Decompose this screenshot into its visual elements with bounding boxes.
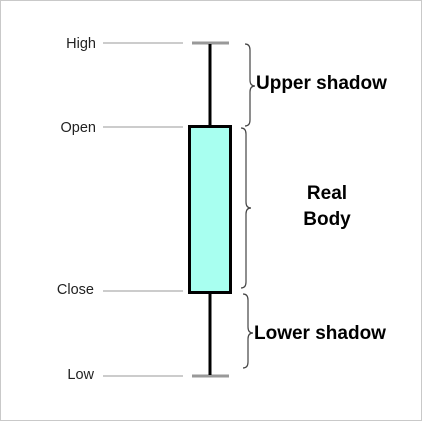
upper-shadow-brace bbox=[244, 43, 256, 127]
label-open: Open bbox=[61, 120, 96, 136]
real-body-label-line2: Body bbox=[303, 209, 351, 230]
real-body-label-line1: Real bbox=[307, 183, 347, 204]
lower-shadow-label: Lower shadow bbox=[254, 323, 386, 344]
real-body-brace bbox=[240, 127, 252, 289]
real-body-rect bbox=[188, 125, 232, 294]
label-low: Low bbox=[67, 367, 94, 383]
lower-shadow-brace bbox=[242, 293, 254, 369]
label-close: Close bbox=[57, 282, 94, 298]
label-high: High bbox=[66, 36, 96, 52]
upper-shadow-label: Upper shadow bbox=[256, 73, 387, 94]
